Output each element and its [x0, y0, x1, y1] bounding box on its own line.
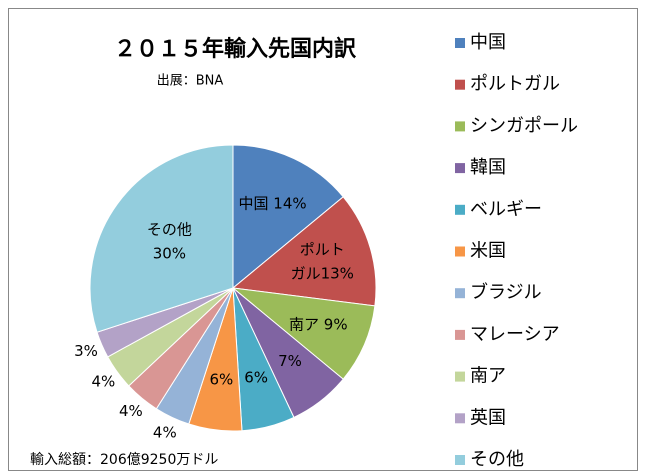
pie-slice: [89, 144, 234, 333]
data-label: 4%: [153, 423, 177, 441]
pie-slice: [232, 144, 344, 290]
pie-slice: [231, 287, 376, 380]
legend-label: マレーシア: [470, 324, 560, 345]
data-label: 中国 14%: [239, 194, 307, 212]
legend-swatch: [455, 246, 465, 257]
legend-swatch: [455, 204, 465, 215]
legend-swatch: [455, 329, 465, 340]
legend-label: ベルギー: [470, 199, 542, 220]
legend-swatch: [455, 455, 465, 465]
pie-slice: [231, 196, 377, 307]
chart-subtitle: 出展：BNA: [157, 74, 224, 89]
legend-swatch: [455, 79, 465, 90]
legend-label: 米国: [470, 241, 506, 262]
legend-label: シンガポール: [470, 115, 578, 136]
legend-label: ブラジル: [470, 281, 542, 303]
data-label: 4%: [119, 402, 143, 420]
data-label: ガル13%: [291, 265, 354, 283]
legend-label: 南ア: [470, 366, 506, 387]
legend-label: その他: [470, 449, 524, 470]
chart-title: ２０１５年輸入先国内訳: [114, 36, 357, 62]
data-label: 3%: [74, 342, 98, 360]
data-label: その他: [147, 220, 192, 238]
data-label: 30%: [153, 244, 186, 262]
data-label: 7%: [278, 352, 302, 370]
legend-swatch: [455, 371, 465, 382]
legend-label: 中国: [470, 32, 506, 53]
data-label: 6%: [209, 371, 233, 389]
legend-swatch: [455, 38, 465, 48]
legend-label: ポルトガル: [470, 74, 560, 95]
legend-swatch: [455, 163, 465, 174]
data-label: 南ア 9%: [289, 315, 348, 333]
legend-label: 英国: [470, 407, 506, 428]
legend-label: 韓国: [470, 157, 506, 178]
legend-swatch: [455, 413, 465, 424]
data-label: 6%: [244, 369, 268, 387]
annotation: 輸入総額：206億9250万ドル: [30, 452, 218, 468]
data-label: 4%: [92, 373, 116, 391]
legend-swatch: [455, 288, 465, 299]
data-label: ポルト: [300, 241, 345, 259]
legend-swatch: [455, 121, 465, 132]
